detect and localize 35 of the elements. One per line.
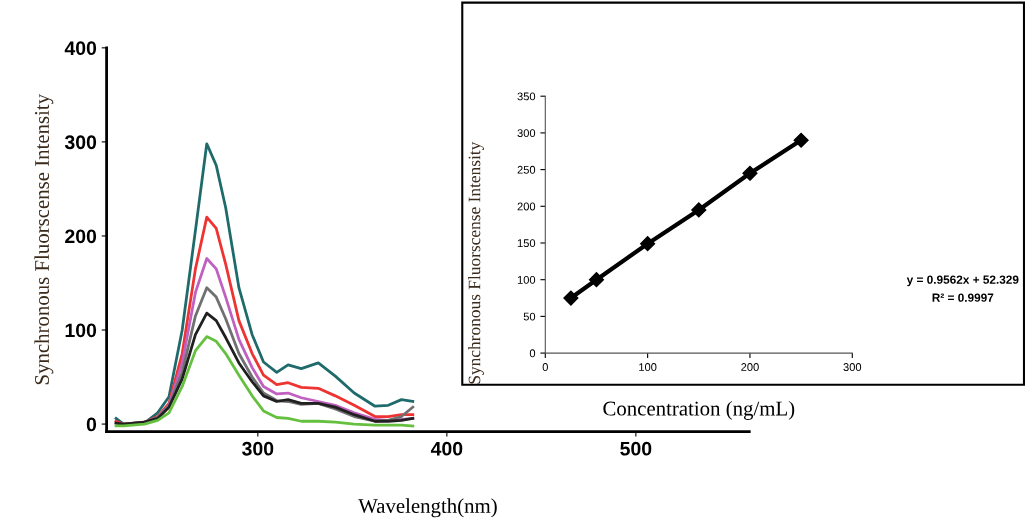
- y-tick-label: 200: [517, 202, 536, 211]
- y-axis-title: Synchronous Fluorscense Intensity: [34, 93, 54, 385]
- text: R² = 0.9997: [932, 293, 994, 302]
- y-tick-label: 100: [517, 275, 536, 284]
- y-tick-label: 300: [517, 129, 536, 138]
- y-tick-label: 350: [517, 92, 536, 101]
- y-tick-label: 250: [517, 165, 536, 174]
- x-axis-title: Wavelength(nm): [358, 498, 497, 518]
- y-axis-title: Synchronous Fluorscense Intensity: [468, 141, 484, 384]
- y-tick-label: 50: [523, 312, 536, 321]
- y-tick-label: 100: [65, 323, 97, 338]
- x-tick-label: 500: [620, 441, 652, 456]
- x-tick-label: 200: [741, 363, 759, 371]
- point: [563, 290, 579, 306]
- text: y = 0.9562x + 52.329: [906, 275, 1019, 287]
- y-tick-label: 0: [529, 349, 536, 358]
- point: [793, 132, 809, 148]
- point: [742, 165, 758, 181]
- point: [588, 272, 605, 288]
- y-tick-label: 300: [64, 135, 97, 150]
- x-tick-label: 300: [843, 363, 862, 371]
- y-tick-label: 150: [517, 239, 536, 248]
- x-tick-label: 400: [430, 441, 463, 456]
- line-series: [114, 311, 415, 426]
- x-tick-label: 0: [542, 363, 548, 371]
- point: [640, 236, 656, 252]
- y-tick-label: 0: [86, 417, 97, 432]
- line-series: [114, 335, 415, 428]
- x-tick-label: 100: [639, 363, 657, 371]
- x-axis-title: Concentration (ng/mL): [603, 400, 795, 420]
- line-series: [114, 142, 415, 426]
- y-tick-label: 400: [64, 41, 97, 56]
- x-tick-label: 300: [242, 441, 274, 456]
- point: [691, 202, 707, 218]
- y-tick-label: 200: [65, 229, 97, 244]
